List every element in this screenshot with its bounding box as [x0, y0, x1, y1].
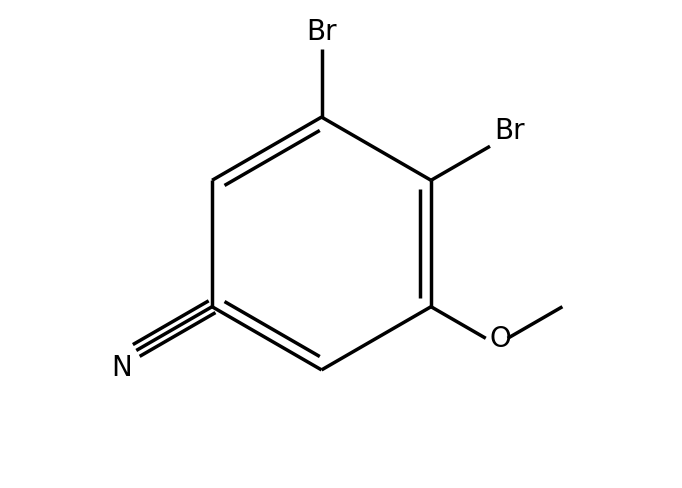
Text: Br: Br: [306, 18, 337, 46]
Text: O: O: [490, 325, 512, 353]
Text: Br: Br: [494, 117, 524, 144]
Text: N: N: [112, 353, 132, 381]
